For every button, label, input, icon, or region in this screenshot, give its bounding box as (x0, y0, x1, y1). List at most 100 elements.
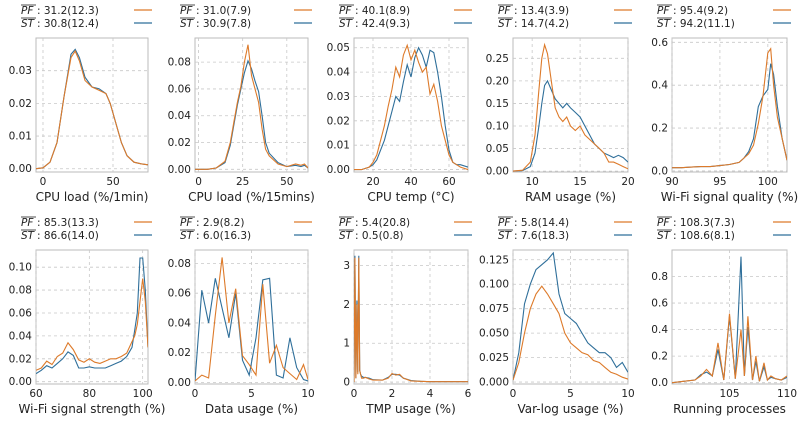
chart-panel-3: 20 40 60 0.00 0.01 0.02 0.03 0.04 0.05 CPU temp (… (327, 4, 472, 204)
pf-legend-value: : 85.3(13.3) (37, 217, 99, 229)
x-tick-label: 10 (525, 176, 538, 188)
st-series-line (36, 48, 148, 170)
y-tick-label: 0.25 (486, 53, 509, 65)
pf-series-line (354, 257, 468, 383)
chart-panel-10: 105 110 0.0 0.2 0.4 0.6 0.8 Running processes PF… (651, 216, 797, 416)
x-tick-label: 0 (351, 388, 358, 400)
st-series-line (672, 63, 787, 169)
st-legend-entry: ST: 7.6(18.3) (498, 229, 632, 242)
y-tick-label: 0.03 (9, 65, 32, 77)
plot-frame (194, 37, 309, 173)
y-tick-label: 0.00 (327, 164, 350, 176)
x-tick-label: 0 (195, 176, 202, 188)
pf-legend-value: : 13.4(3.9) (514, 5, 569, 17)
pf-series-line (195, 44, 308, 170)
x-tick-label: 80 (83, 388, 96, 400)
pf-legend-entry: PF: 31.2(12.3) (21, 4, 152, 17)
pf-legend-label: PF (498, 217, 511, 229)
st-series-line (354, 46, 468, 171)
x-tick-label: 100 (133, 388, 153, 400)
st-legend-label: ST (657, 18, 672, 30)
y-tick-label: 0.4 (651, 324, 668, 336)
x-tick-label: 0 (510, 388, 517, 400)
st-legend-entry: ST: 86.6(14.0) (21, 229, 152, 242)
st-legend-label: ST (498, 18, 513, 30)
y-tick-label: 0.8 (651, 271, 668, 283)
chart-panel-7: 0 5 10 0.00 0.02 0.04 0.06 0.08 Data usage (%) PF… (168, 216, 315, 416)
st-series-line (354, 255, 468, 383)
chart-panel-9: 0 5 10 0.000 0.025 0.050 0.075 0.100 0.125 Var-lo… (479, 216, 635, 416)
x-tick-label: 110 (777, 388, 797, 400)
y-tick-label: 0.02 (9, 353, 32, 365)
st-series-line (195, 277, 308, 382)
pf-legend-value: : 31.0(7.9) (196, 5, 251, 17)
x-tick-label: 5 (567, 388, 574, 400)
y-tick-label: 0.00 (9, 376, 32, 388)
x-axis-label: RAM usage (%) (525, 190, 616, 204)
y-tick-label: 0.01 (327, 140, 350, 152)
chart-panel-8: 0 2 4 6 0 1 2 3 TMP usage (%) PF: 5.4(20.8)ST: 0.… (339, 216, 472, 416)
y-tick-label: 0.06 (168, 288, 192, 300)
st-legend-entry: ST: 14.7(4.2) (498, 17, 632, 30)
x-tick-label: 60 (442, 176, 455, 188)
pf-series-line (195, 257, 308, 382)
st-legend-entry: ST: 30.9(7.8) (180, 17, 312, 30)
st-legend-entry: ST: 94.2(11.1) (657, 17, 791, 30)
plot-frame (353, 249, 469, 385)
x-tick-label: 40 (404, 176, 417, 188)
pf-legend-entry: PF: 108.3(7.3) (657, 216, 791, 229)
x-tick-label: 20 (621, 176, 634, 188)
st-legend-value: : 42.4(9.3) (355, 18, 410, 30)
y-tick-label: 0.06 (168, 83, 192, 95)
x-axis-label: CPU load (%/1min) (36, 190, 149, 204)
pf-legend-entry: PF: 5.8(14.4) (498, 216, 632, 229)
y-tick-label: 0 (343, 377, 350, 389)
y-tick-label: 0.02 (9, 98, 32, 110)
y-tick-label: 0.025 (479, 352, 509, 364)
st-legend-value: : 30.8(12.4) (37, 18, 99, 30)
pf-legend-label: PF (339, 5, 352, 17)
x-axis-label: TMP usage (%) (365, 402, 456, 416)
x-tick-label: 50 (280, 176, 293, 188)
pf-legend-value: : 31.2(12.3) (37, 5, 99, 17)
x-tick-label: 2 (389, 388, 396, 400)
st-legend-value: : 0.5(0.8) (355, 230, 403, 242)
st-legend-entry: ST: 6.0(16.3) (180, 229, 312, 242)
plot-frame (35, 37, 149, 173)
y-tick-label: 0.0 (651, 377, 668, 389)
pf-legend-value: : 40.1(8.9) (355, 5, 410, 17)
chart-panel-1: 0 50 0.00 0.01 0.02 0.03 CPU load (%/1min) PF: … (9, 4, 152, 204)
st-legend-value: : 6.0(16.3) (196, 230, 251, 242)
y-tick-label: 0.05 (327, 42, 350, 54)
chart-panel-2: 0 25 50 0.00 0.02 0.04 0.06 0.08 CPU load (%/15m… (168, 4, 315, 204)
x-tick-label: 20 (366, 176, 379, 188)
chart-panel-4: 10 15 20 0.00 0.05 0.10 0.15 0.20 0.25 RAM usage … (486, 4, 635, 204)
y-tick-label: 0.02 (327, 115, 350, 127)
st-series-line (513, 251, 628, 381)
y-tick-label: 0.6 (651, 37, 668, 49)
x-tick-label: 6 (465, 388, 472, 400)
x-tick-label: 15 (573, 176, 586, 188)
y-tick-label: 0.2 (651, 123, 668, 135)
pf-legend-entry: PF: 95.4(9.2) (657, 4, 791, 17)
x-tick-label: 50 (106, 176, 119, 188)
pf-legend-label: PF (657, 5, 670, 17)
y-tick-label: 0.02 (168, 347, 191, 359)
y-tick-label: 0.6 (651, 298, 668, 310)
y-tick-label: 0.125 (479, 254, 509, 266)
pf-legend-label: PF (21, 5, 34, 17)
pf-legend-entry: PF: 5.4(20.8) (339, 216, 472, 229)
pf-legend-value: : 95.4(9.2) (673, 5, 728, 17)
pf-legend-value: : 5.8(14.4) (514, 217, 569, 229)
x-axis-label: Wi-Fi signal strength (%) (19, 402, 166, 416)
y-tick-label: 0.4 (651, 80, 668, 92)
x-tick-label: 60 (29, 388, 42, 400)
y-tick-label: 0.0 (651, 165, 668, 177)
st-legend-entry: ST: 0.5(0.8) (339, 229, 472, 242)
pf-legend-label: PF (180, 217, 193, 229)
plot-frame (671, 37, 788, 173)
st-legend-value: : 108.6(8.1) (673, 230, 735, 242)
y-tick-label: 0.20 (486, 75, 509, 87)
y-tick-label: 0.2 (651, 351, 668, 363)
y-tick-label: 0.02 (168, 137, 191, 149)
